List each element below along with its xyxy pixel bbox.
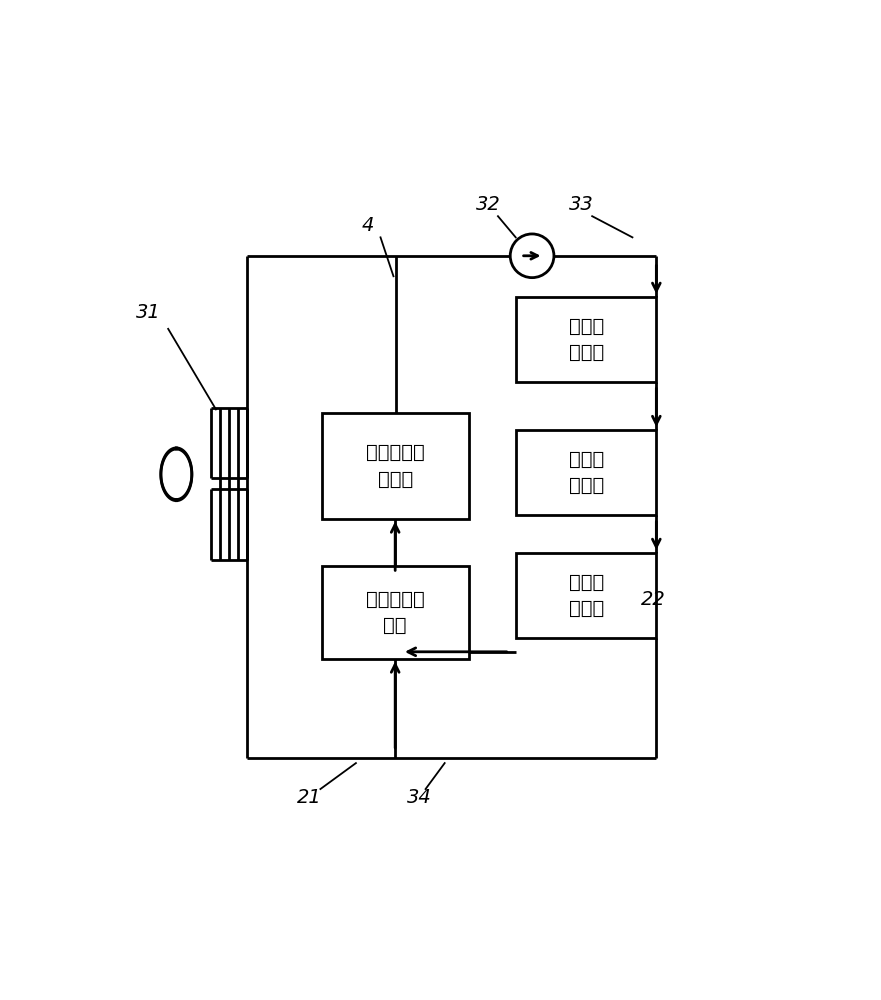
- Text: 32: 32: [476, 195, 500, 214]
- Text: 乘客舱热管
理系统: 乘客舱热管 理系统: [366, 443, 425, 488]
- Text: 4: 4: [362, 216, 374, 235]
- Bar: [322, 566, 469, 659]
- Text: 22: 22: [640, 590, 665, 609]
- Text: 31: 31: [136, 303, 160, 322]
- Bar: [516, 553, 656, 638]
- Text: 第二热
交换器: 第二热 交换器: [569, 450, 604, 495]
- Text: 33: 33: [569, 195, 594, 214]
- Text: 21: 21: [297, 788, 322, 807]
- Text: 热量传
递组件: 热量传 递组件: [569, 573, 604, 618]
- Text: 第一热
交换器: 第一热 交换器: [569, 317, 604, 362]
- Bar: [322, 413, 469, 519]
- Bar: [516, 430, 656, 515]
- Text: 34: 34: [407, 788, 432, 807]
- Bar: [516, 297, 656, 382]
- Text: 第一控制阀
组件: 第一控制阀 组件: [366, 590, 425, 635]
